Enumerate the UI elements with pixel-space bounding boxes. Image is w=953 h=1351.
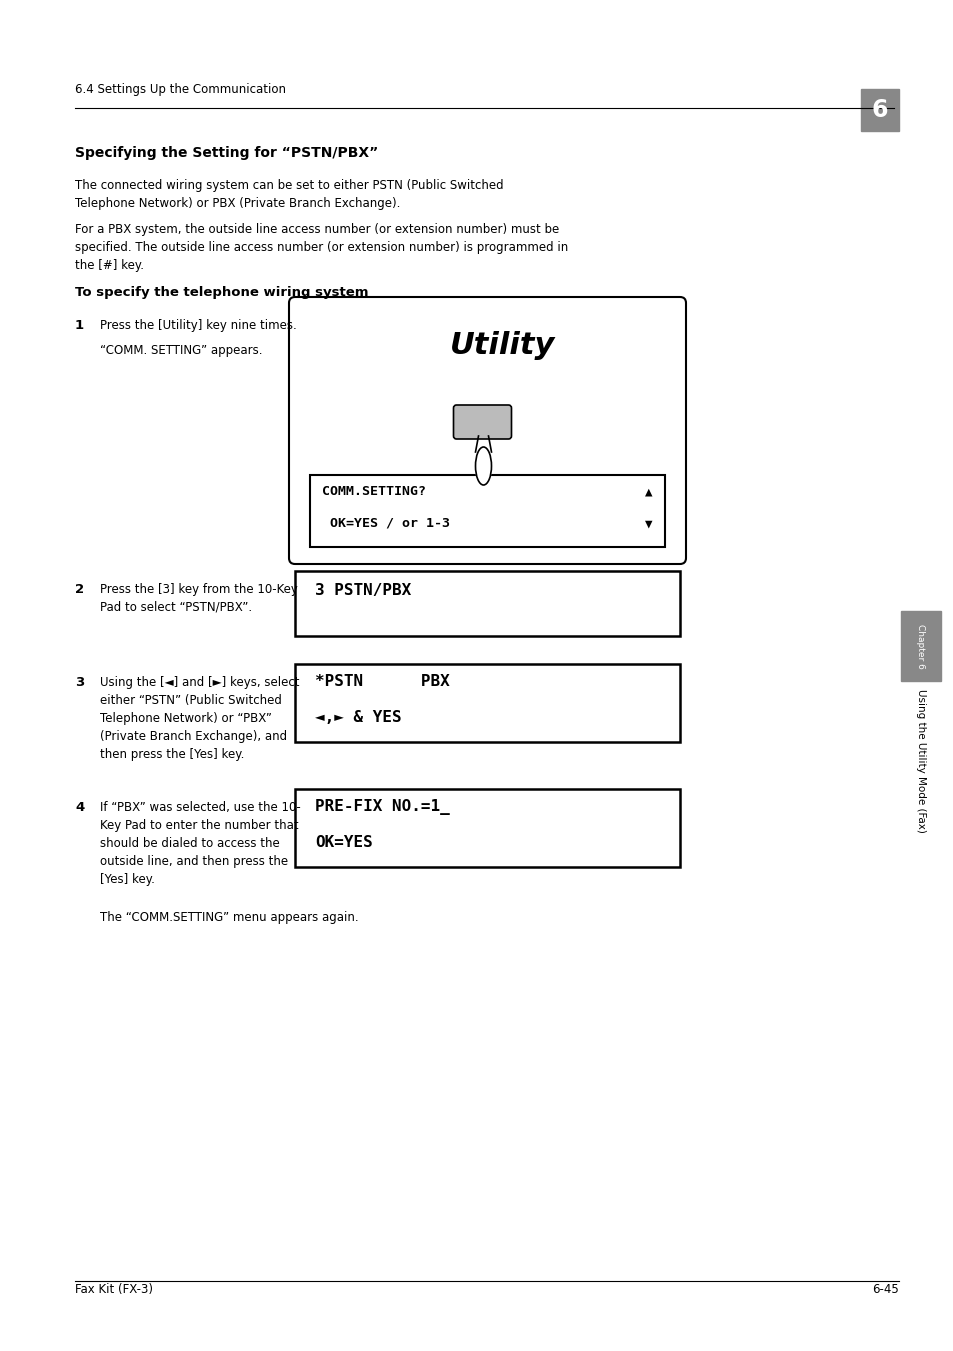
Text: Utility: Utility <box>450 331 555 359</box>
Text: 6.4 Settings Up the Communication: 6.4 Settings Up the Communication <box>75 82 286 96</box>
Text: 3: 3 <box>75 676 84 689</box>
Text: The “COMM.SETTING” menu appears again.: The “COMM.SETTING” menu appears again. <box>100 911 358 924</box>
Text: Chapter 6: Chapter 6 <box>916 624 924 669</box>
Bar <box>294 571 679 636</box>
Text: OK=YES / or 1-3: OK=YES / or 1-3 <box>322 517 450 530</box>
Bar <box>900 611 940 681</box>
Text: Press the [Utility] key nine times.: Press the [Utility] key nine times. <box>100 319 296 332</box>
Text: For a PBX system, the outside line access number (or extension number) must be
s: For a PBX system, the outside line acces… <box>75 223 568 272</box>
Text: Specifying the Setting for “PSTN/PBX”: Specifying the Setting for “PSTN/PBX” <box>75 146 377 159</box>
Bar <box>310 476 664 547</box>
Bar <box>294 789 679 867</box>
Text: Using the Utility Mode (Fax): Using the Utility Mode (Fax) <box>915 689 925 832</box>
Text: If “PBX” was selected, use the 10-
Key Pad to enter the number that
should be di: If “PBX” was selected, use the 10- Key P… <box>100 801 300 886</box>
FancyBboxPatch shape <box>453 405 511 439</box>
Text: 1: 1 <box>75 319 84 332</box>
Text: “COMM. SETTING” appears.: “COMM. SETTING” appears. <box>100 345 262 357</box>
Text: 4: 4 <box>75 801 84 815</box>
Text: ▼: ▼ <box>644 517 652 530</box>
Bar <box>861 89 898 131</box>
Text: Using the [◄] and [►] keys, select
either “PSTN” (Public Switched
Telephone Netw: Using the [◄] and [►] keys, select eithe… <box>100 676 299 761</box>
Text: To specify the telephone wiring system: To specify the telephone wiring system <box>75 286 368 299</box>
Text: *PSTN      PBX: *PSTN PBX <box>314 674 449 689</box>
Text: The connected wiring system can be set to either PSTN (Public Switched
Telephone: The connected wiring system can be set t… <box>75 178 503 209</box>
Text: 3 PSTN/PBX: 3 PSTN/PBX <box>314 584 411 598</box>
Text: 6-45: 6-45 <box>871 1283 898 1296</box>
Text: 6: 6 <box>871 99 887 122</box>
Text: OK=YES: OK=YES <box>314 835 373 850</box>
Ellipse shape <box>475 447 491 485</box>
FancyBboxPatch shape <box>289 297 685 563</box>
Text: Fax Kit (FX-3): Fax Kit (FX-3) <box>75 1283 152 1296</box>
Text: COMM.SETTING?: COMM.SETTING? <box>322 485 426 499</box>
Text: 2: 2 <box>75 584 84 596</box>
Text: Press the [3] key from the 10-Key
Pad to select “PSTN/PBX”.: Press the [3] key from the 10-Key Pad to… <box>100 584 297 613</box>
Text: ◄,► & YES: ◄,► & YES <box>314 711 401 725</box>
Text: ▲: ▲ <box>644 485 652 499</box>
Text: PRE-FIX NO.=1_: PRE-FIX NO.=1_ <box>314 798 449 815</box>
Bar <box>294 663 679 742</box>
